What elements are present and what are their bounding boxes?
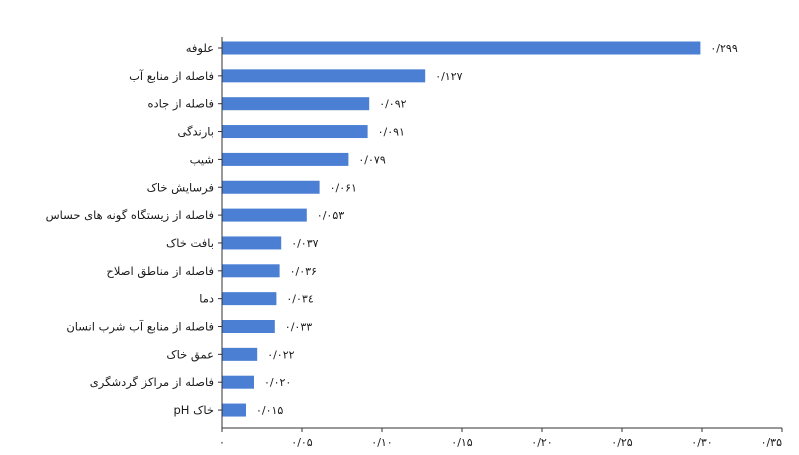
x-tick-label: ۰/۰۵ (291, 436, 313, 449)
value-label: ۰/۰۶۱ (330, 181, 357, 194)
value-label: ۰/۱۲۷ (435, 70, 462, 83)
category-label: فاصله از مراکز گردشگری (90, 375, 214, 390)
x-tick-label: ۰/۲۵ (611, 436, 633, 449)
x-tick-label: ۰/۲۰ (531, 436, 552, 449)
category-label: علوفه (186, 41, 214, 56)
category-label: فرسایش خاک (147, 180, 214, 195)
value-label: ۰/۰۲۰ (264, 376, 291, 389)
bar (222, 125, 368, 139)
value-label: ۰/۰۳۷ (291, 237, 318, 250)
category-label: بارندگی (177, 125, 214, 140)
x-tick-label: ۰ (219, 436, 225, 449)
value-label: ۰/۰۲۲ (267, 348, 294, 361)
x-tick-label: ۰/۱۵ (451, 436, 473, 449)
category-label: بافت خاک (166, 236, 214, 250)
category-labels: علوفه فاصله از منابع آب فاصله از جاده بارند… (46, 41, 222, 417)
value-label: ۰/۰۳۶ (290, 265, 317, 278)
value-label: ۰/۰۷۹ (358, 153, 385, 166)
category-label: فاصله از منابع آب شرب انسان (66, 320, 214, 335)
category-label: pH خاک (173, 403, 214, 417)
value-label: ۰/۲۹۹ (710, 42, 737, 55)
value-labels: ۰/۲۹۹ ۰/۱۲۷ ۰/۰۹۲ ۰/۰۹۱ ۰/۰۷۹ ۰/۰۶۱ ۰/۰۵۳ ۰/۰۳۷… (256, 42, 738, 417)
bar (222, 152, 349, 166)
value-label: ۰/۰۹۱ (378, 126, 405, 139)
category-label: دما (199, 292, 214, 306)
x-tick-label: ۰/۳۰ (691, 436, 712, 449)
category-label: فاصله از مناطق اصلاح (106, 264, 214, 279)
value-label: ۰/۰۱۵ (256, 404, 283, 417)
value-label: ۰/۰۳۳ (285, 321, 312, 334)
bar (222, 236, 282, 250)
x-tick-label: ۰/۱۰ (371, 436, 392, 449)
bar (222, 264, 280, 278)
value-label: ۰/۰۹۲ (379, 98, 406, 111)
value-label: ۰/۰۳٤ (286, 293, 313, 306)
bar (222, 97, 370, 111)
bar (222, 180, 320, 194)
category-label: فاصله از زیستگاه گونه های حساس (46, 208, 214, 223)
bar (222, 320, 275, 333)
bar (222, 403, 246, 417)
bar (222, 69, 426, 83)
bar (222, 347, 258, 361)
x-tick-label: ۰/۳۵ (761, 436, 783, 449)
category-label: فاصله از منابع آب (129, 69, 214, 84)
category-label: شیب (190, 152, 214, 166)
x-axis-ticks: ۰ ۰/۰۵ ۰/۱۰ ۰/۱۵ ۰/۲۰ ۰/۲۵ ۰/۳۰ ۰/۳۵ (219, 428, 783, 449)
bar (222, 375, 254, 389)
bar (222, 41, 701, 55)
category-label: فاصله از جاده (147, 97, 214, 112)
category-label: عمق خاک (166, 347, 214, 362)
bar (222, 208, 307, 222)
value-label: ۰/۰۵۳ (317, 209, 344, 222)
bars (222, 41, 701, 417)
bar (222, 292, 277, 306)
